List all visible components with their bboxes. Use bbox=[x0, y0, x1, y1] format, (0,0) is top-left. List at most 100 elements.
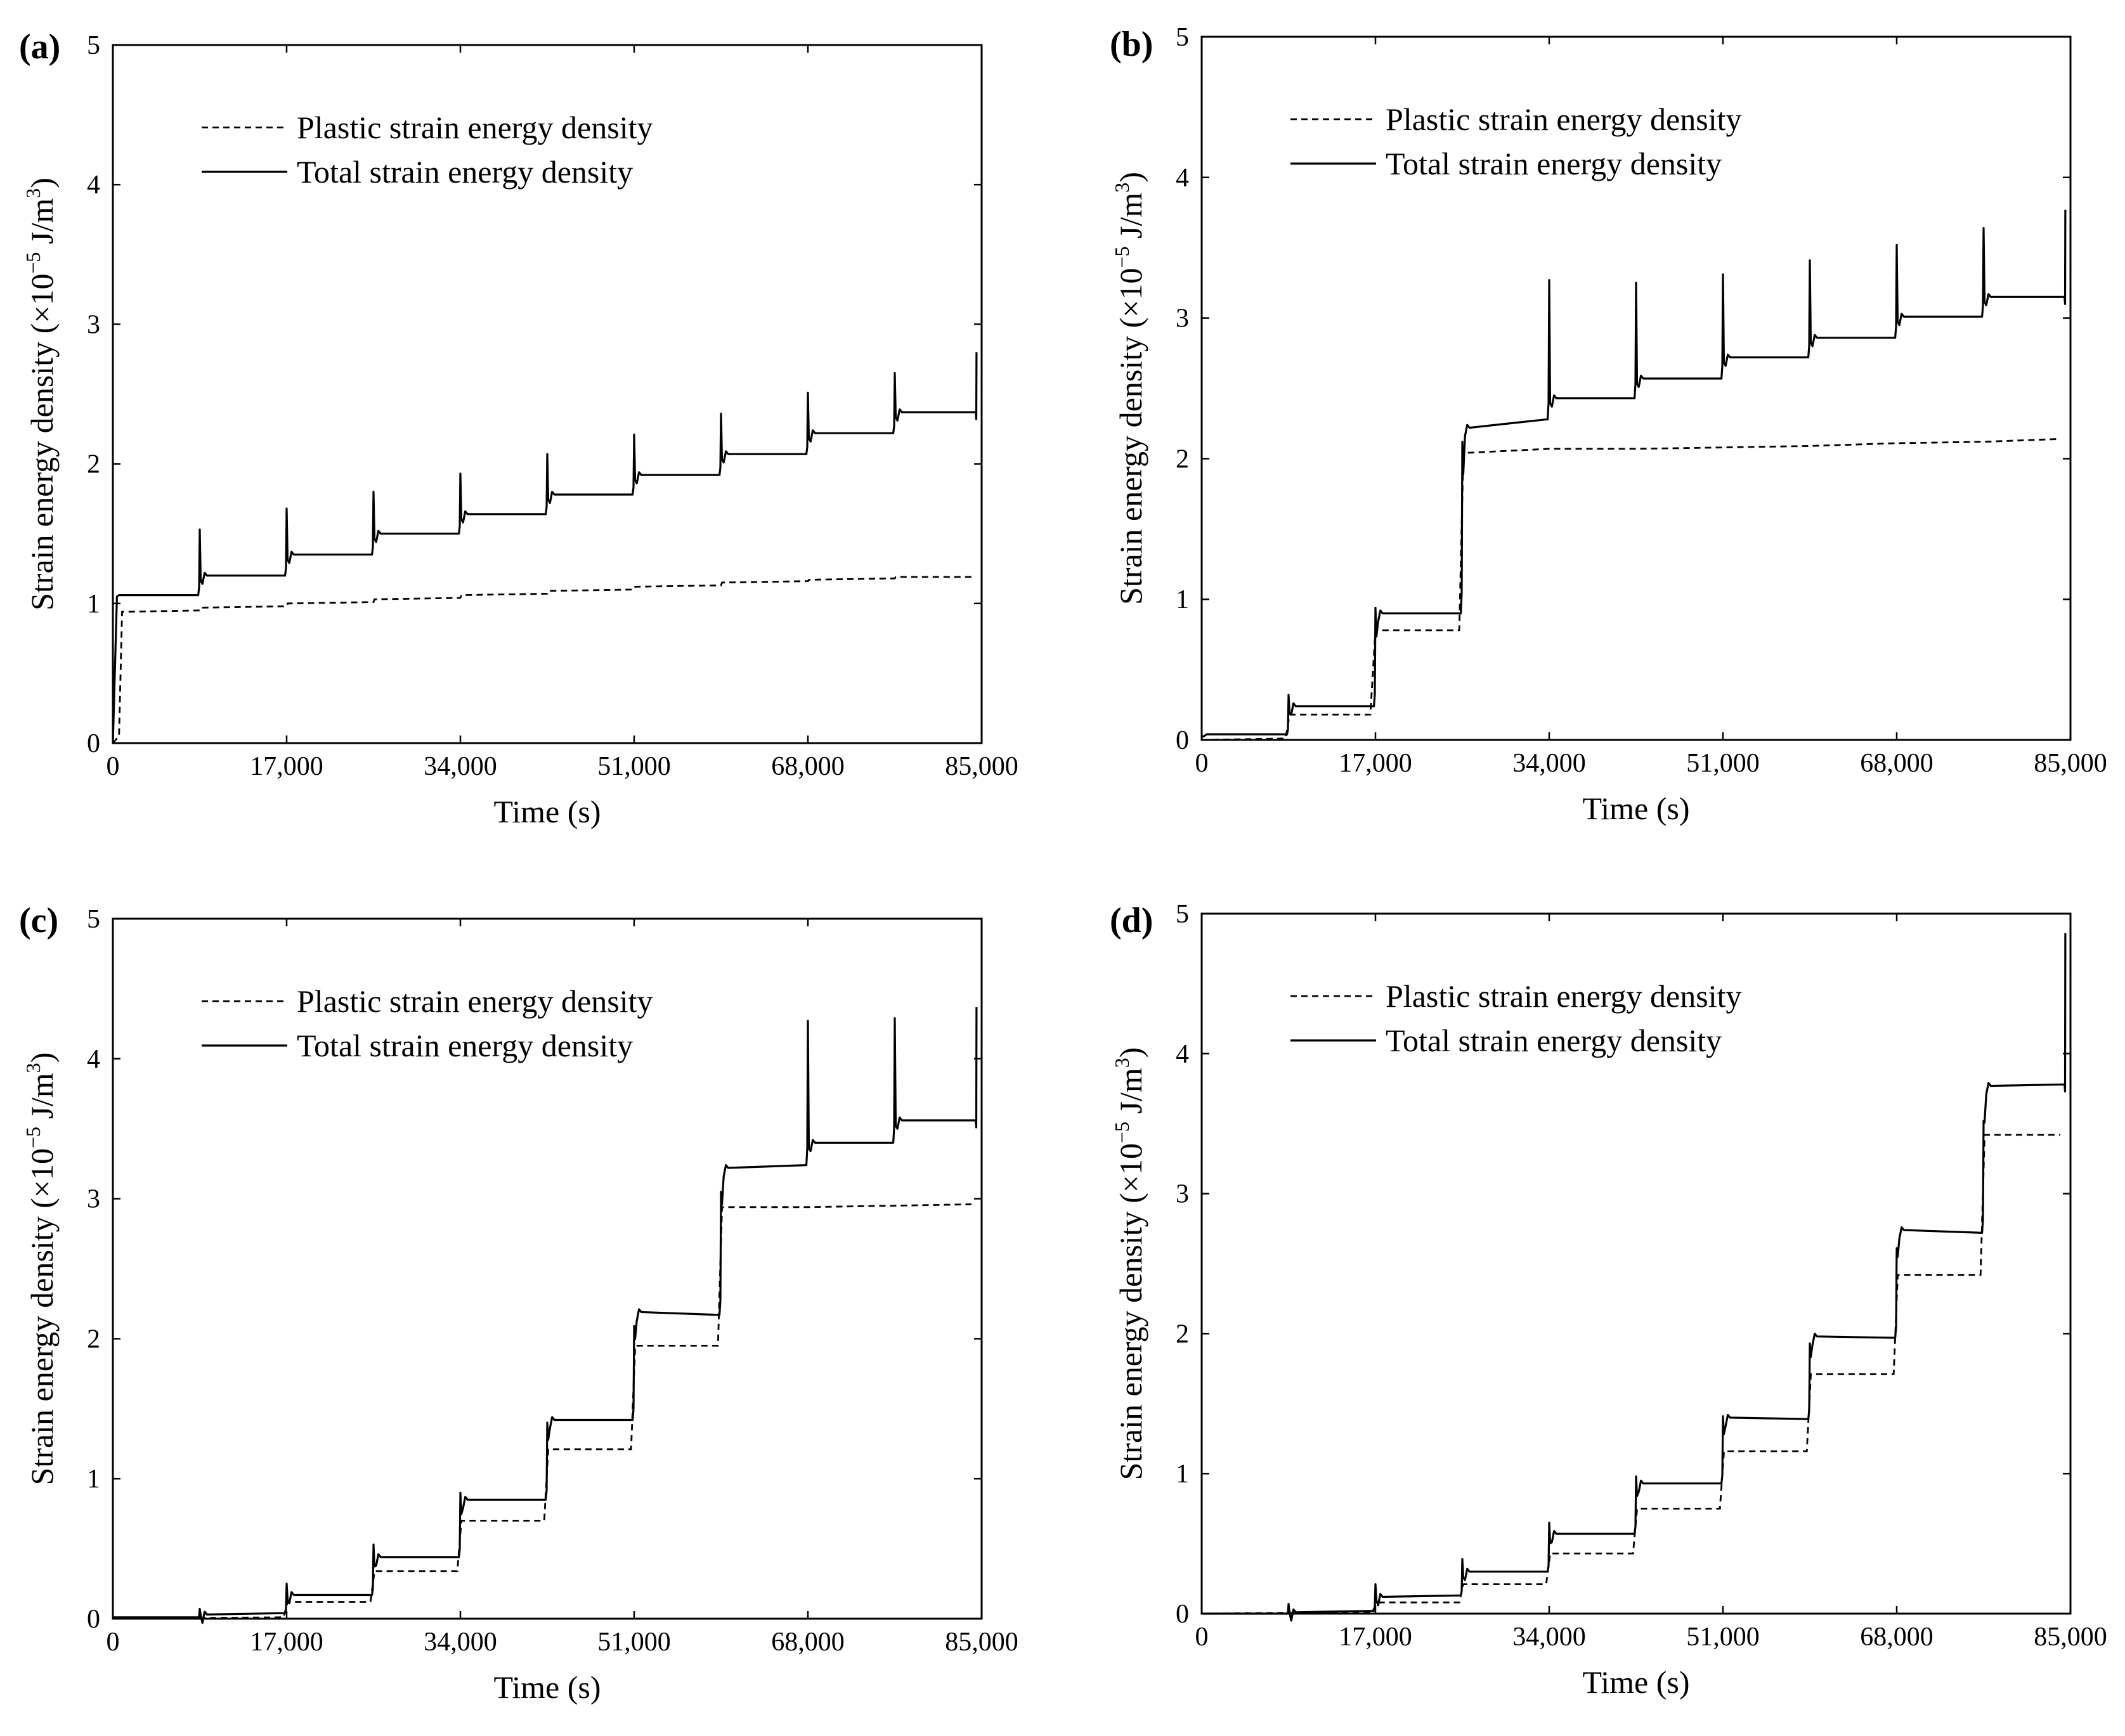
x-tick-label: 85,000 bbox=[2034, 1623, 2107, 1652]
x-tick-label: 51,000 bbox=[597, 1628, 671, 1657]
y-axis-title: Strain energy density (×10−5 J/m3) bbox=[1110, 1047, 1148, 1480]
x-axis-title: Time (s) bbox=[493, 1669, 601, 1705]
panel-label: (c) bbox=[19, 901, 58, 940]
x-tick-label: 17,000 bbox=[250, 752, 323, 781]
chart-panel-d: (d) 0 17,000 34,000 51,000 68,000 85,000 0 1 2 3 4 5… bbox=[1110, 900, 2107, 1700]
y-tick-label: 4 bbox=[1176, 164, 1189, 193]
y-tick-label: 3 bbox=[87, 1185, 100, 1214]
y-tick-label: 3 bbox=[87, 310, 100, 339]
figure: (a) 0 17,000 34,000 51,000 68,000 85,000 0 1 2 3 4 5… bbox=[0, 0, 2125, 1736]
y-tick-label: 5 bbox=[1176, 23, 1189, 52]
y-axis-title-unit-exponent: 3 bbox=[1110, 183, 1133, 193]
y-tick-label: 4 bbox=[87, 1045, 100, 1074]
x-tick-label: 17,000 bbox=[1339, 1623, 1412, 1652]
x-tick-label: 0 bbox=[107, 1628, 120, 1657]
legend-label-plastic: Plastic strain energy density bbox=[1386, 101, 1741, 137]
y-axis-title: Strain energy density (×10−5 J/m3) bbox=[22, 1053, 60, 1486]
y-axis-title-close: ) bbox=[24, 178, 60, 188]
y-axis-title-unit-exponent: 3 bbox=[22, 1063, 44, 1073]
legend-label-total: Total strain energy density bbox=[1386, 1023, 1722, 1058]
x-tick-label: 34,000 bbox=[1512, 749, 1586, 778]
x-tick-label: 34,000 bbox=[1512, 1623, 1586, 1652]
y-tick-label: 0 bbox=[1176, 1600, 1189, 1629]
y-axis-title-main: Strain energy density (×10 bbox=[24, 1148, 60, 1485]
y-axis-title-unit-exponent: 3 bbox=[1110, 1058, 1133, 1068]
legend-label-plastic: Plastic strain energy density bbox=[1386, 978, 1741, 1014]
y-axis-title-main: Strain energy density (×10 bbox=[1113, 1143, 1148, 1480]
y-tick-label: 0 bbox=[1176, 726, 1189, 755]
x-tick-label: 0 bbox=[1195, 749, 1209, 778]
y-axis-title-unit: J/m bbox=[24, 198, 60, 252]
x-tick-label: 51,000 bbox=[1686, 1623, 1760, 1652]
y-tick-label: 1 bbox=[1176, 1460, 1189, 1489]
y-axis-title-unit-exponent: 3 bbox=[22, 188, 44, 198]
total-strain-series-line bbox=[1202, 210, 2065, 737]
x-tick-label: 34,000 bbox=[424, 752, 497, 781]
y-axis-title-unit: J/m bbox=[1113, 1068, 1148, 1122]
x-tick-label: 0 bbox=[107, 752, 120, 781]
y-tick-label: 1 bbox=[87, 1465, 100, 1494]
y-axis-title-unit: J/m bbox=[24, 1073, 60, 1127]
panel-label: (a) bbox=[19, 27, 60, 67]
chart-panel-b: (b) 0 17,000 34,000 51,000 68,000 85,000 0 1 2 3 4 5… bbox=[1110, 23, 2107, 826]
x-tick-label: 68,000 bbox=[1860, 749, 1933, 778]
plastic-strain-series-line bbox=[113, 577, 972, 743]
y-axis-title-exponent: −5 bbox=[22, 1127, 44, 1148]
plastic-strain-series-line bbox=[1202, 439, 2060, 740]
legend-label-total: Total strain energy density bbox=[1386, 146, 1722, 181]
plot-frame bbox=[113, 45, 982, 743]
y-tick-label: 2 bbox=[1176, 1319, 1189, 1349]
y-axis-title-close: ) bbox=[24, 1053, 60, 1063]
y-tick-label: 2 bbox=[1176, 444, 1189, 474]
y-tick-label: 2 bbox=[87, 1325, 100, 1354]
chart-panel-c: (c) 0 17,000 34,000 51,000 68,000 85,000 0 1 2 3 4 5… bbox=[19, 901, 1018, 1705]
y-tick-label: 5 bbox=[1176, 900, 1189, 929]
y-axis-title-close: ) bbox=[1113, 1047, 1148, 1058]
total-strain-series-line bbox=[113, 352, 977, 743]
x-tick-label: 68,000 bbox=[771, 1628, 845, 1657]
y-tick-label: 4 bbox=[1176, 1040, 1189, 1069]
legend-label-total: Total strain energy density bbox=[297, 1028, 633, 1063]
x-tick-label: 17,000 bbox=[250, 1628, 323, 1657]
y-axis-title-exponent: −5 bbox=[22, 252, 44, 274]
y-axis-title: Strain energy density (×10−5 J/m3) bbox=[1110, 172, 1148, 605]
panel-label: (b) bbox=[1110, 25, 1153, 64]
panel-label: (d) bbox=[1110, 901, 1153, 940]
total-strain-series-line bbox=[113, 1007, 977, 1623]
x-tick-label: 51,000 bbox=[1686, 749, 1760, 778]
plastic-strain-series-line bbox=[113, 1204, 972, 1619]
x-axis-title: Time (s) bbox=[1582, 791, 1689, 826]
legend-label-total: Total strain energy density bbox=[297, 154, 633, 190]
y-tick-label: 1 bbox=[1176, 585, 1189, 614]
y-axis-title: Strain energy density (×10−5 J/m3) bbox=[22, 178, 60, 611]
x-tick-label: 68,000 bbox=[1860, 1623, 1933, 1652]
y-axis-title-unit: J/m bbox=[1113, 193, 1148, 247]
x-tick-label: 85,000 bbox=[945, 1628, 1018, 1657]
y-axis-title-main: Strain energy density (×10 bbox=[1113, 268, 1148, 605]
x-tick-label: 85,000 bbox=[945, 752, 1018, 781]
x-axis-title: Time (s) bbox=[493, 794, 601, 829]
y-axis-title-exponent: −5 bbox=[1110, 247, 1133, 268]
legend-label-plastic: Plastic strain energy density bbox=[297, 983, 653, 1019]
y-axis-title-main: Strain energy density (×10 bbox=[24, 274, 60, 611]
chart-panel-a: (a) 0 17,000 34,000 51,000 68,000 85,000 0 1 2 3 4 5… bbox=[19, 27, 1018, 829]
x-tick-label: 85,000 bbox=[2034, 749, 2107, 778]
x-tick-label: 34,000 bbox=[424, 1628, 497, 1657]
x-axis-title: Time (s) bbox=[1582, 1664, 1689, 1700]
y-tick-label: 0 bbox=[87, 729, 100, 758]
y-tick-label: 5 bbox=[87, 31, 100, 60]
y-tick-label: 1 bbox=[87, 590, 100, 619]
legend-label-plastic: Plastic strain energy density bbox=[297, 110, 653, 145]
y-tick-label: 4 bbox=[87, 171, 100, 200]
x-tick-label: 17,000 bbox=[1339, 749, 1412, 778]
y-tick-label: 5 bbox=[87, 905, 100, 934]
x-tick-label: 0 bbox=[1195, 1623, 1209, 1652]
y-axis-title-close: ) bbox=[1113, 172, 1148, 183]
y-axis-title-exponent: −5 bbox=[1110, 1122, 1133, 1143]
y-tick-label: 2 bbox=[87, 450, 100, 479]
y-tick-label: 0 bbox=[87, 1605, 100, 1634]
y-tick-label: 3 bbox=[1176, 304, 1189, 334]
plastic-strain-series-line bbox=[1202, 1135, 2060, 1614]
plot-frame bbox=[113, 919, 982, 1619]
x-tick-label: 68,000 bbox=[771, 752, 845, 781]
